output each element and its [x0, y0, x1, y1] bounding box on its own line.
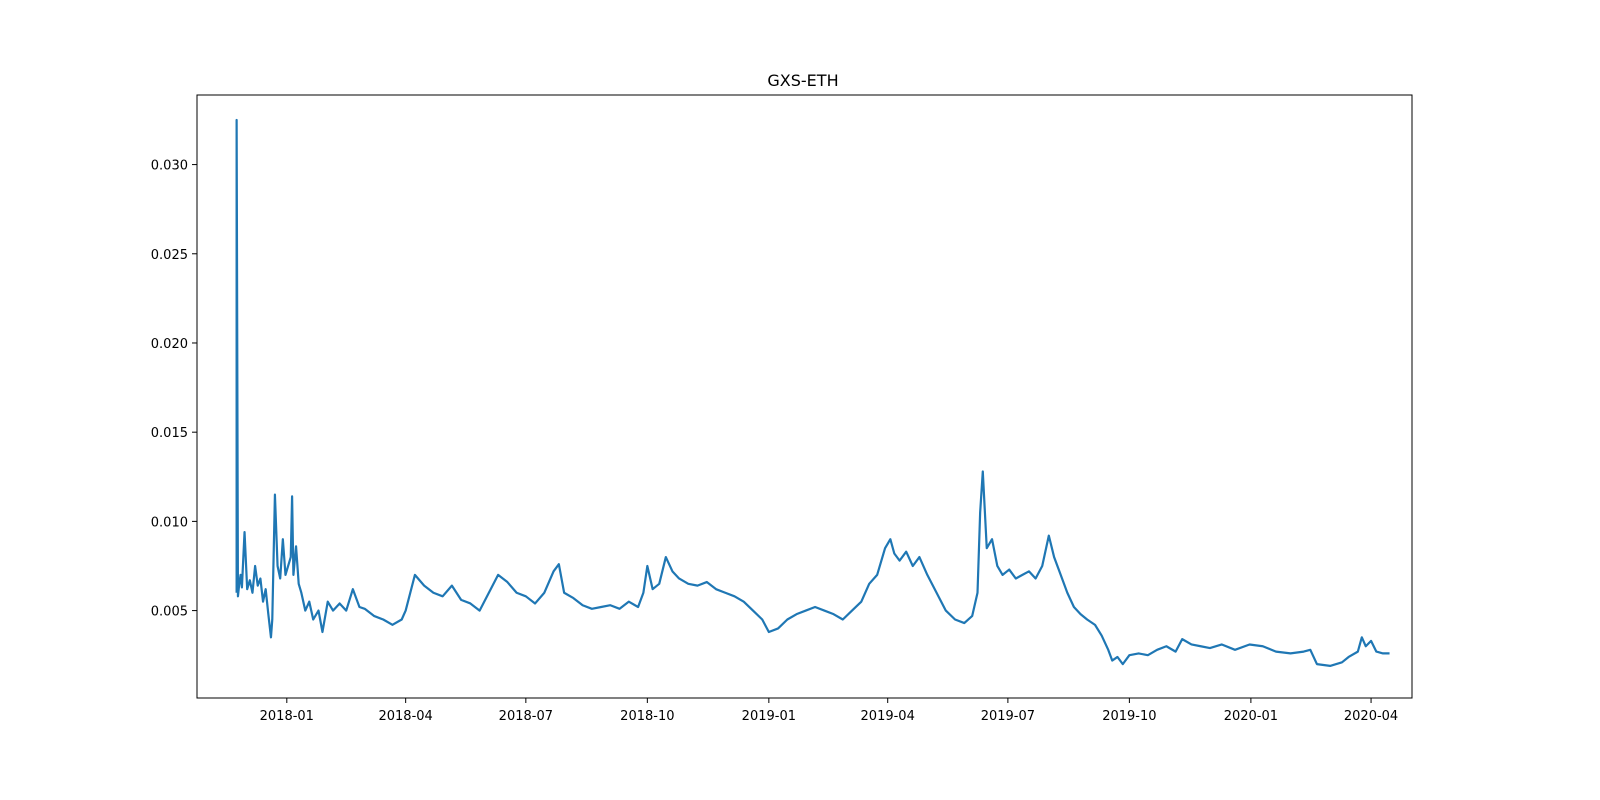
y-tick-label: 0.010 [151, 515, 188, 530]
x-tick-label: 2019-07 [981, 709, 1035, 724]
x-tick-label: 2018-10 [620, 709, 674, 724]
plot-frame [196, 94, 1413, 699]
series-line-0 [235, 118, 1390, 667]
x-tick-label: 2019-10 [1102, 709, 1156, 724]
x-tick-label: 2018-01 [260, 709, 314, 724]
y-tick-label: 0.015 [151, 426, 188, 441]
x-tick-label: 2018-04 [378, 709, 432, 724]
y-tick-label: 0.020 [151, 337, 188, 352]
y-tick-label: 0.025 [151, 248, 188, 263]
x-tick-label: 2019-01 [742, 709, 796, 724]
x-tick-label: 2018-07 [499, 709, 553, 724]
chart-title: GXS-ETH [767, 71, 838, 90]
y-tick-label: 0.030 [151, 159, 188, 174]
x-tick-label: 2019-04 [861, 709, 915, 724]
x-axis: 2018-01 2018-04 2018-07 2018-10 2019-01 2019-… [260, 698, 1398, 724]
x-tick-label: 2020-04 [1344, 709, 1398, 724]
y-axis: 0.005 0.010 0.015 0.020 0.025 0.030 [151, 159, 197, 620]
series-layer [235, 118, 1390, 667]
x-tick-label: 2020-01 [1224, 709, 1278, 724]
y-tick-label: 0.005 [151, 605, 188, 620]
